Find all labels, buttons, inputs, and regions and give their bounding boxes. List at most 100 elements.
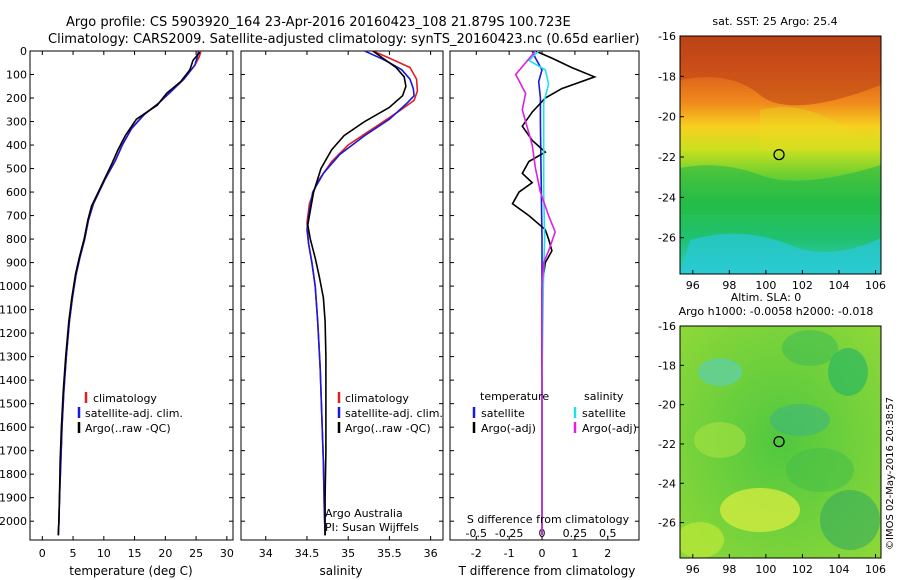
- temperature-series-argo-raw-qc-: [57, 51, 201, 536]
- depth-tick-label: 1300: [0, 351, 27, 364]
- depth-tick-label: 1700: [0, 445, 27, 458]
- salinity-panel-frame: [240, 50, 444, 541]
- sst-map-y-tick-label: -22: [658, 151, 676, 164]
- difference-panel-frame: [449, 50, 640, 541]
- depth-tick-label: 700: [6, 210, 27, 223]
- temperature-x-tick-label: 0: [39, 547, 46, 560]
- sla-map-argo-position-marker: [773, 435, 785, 448]
- footer-credit: ©IMOS 02-May-2016 20:38:57: [885, 397, 896, 550]
- salinity-x-tick-label: 35: [341, 547, 355, 560]
- sla-map-title-line1: Altim. SLA: 0: [731, 291, 802, 304]
- difference-salinity-tick-label: 0.5: [599, 527, 617, 540]
- temperature-x-tick-label: 5: [70, 547, 77, 560]
- diff-legend-t-argo: Argo(-adj): [481, 422, 536, 435]
- sst-map-x-tick-label: 96: [686, 279, 700, 292]
- annotation-pi-name: PI: Susan Wijffels: [325, 521, 419, 534]
- depth-tick-label: 100: [6, 69, 27, 82]
- difference-x-tick-label: -2: [471, 547, 482, 560]
- salinity-x-label: salinity: [319, 564, 362, 578]
- difference-x-label: T difference from climatology: [458, 564, 636, 578]
- depth-tick-label: 1500: [0, 398, 27, 411]
- sst-map-title: sat. SST: 25 Argo: 25.4: [712, 15, 837, 28]
- sst-map-y-tick-label: -20: [658, 111, 676, 124]
- depth-tick-label: 300: [6, 116, 27, 129]
- difference-series-salinity-satellite: [527, 51, 550, 536]
- sla-map-image: [680, 326, 881, 558]
- sla-map-frame: [679, 325, 882, 559]
- temperature-x-label: temperature (deg C): [69, 564, 192, 578]
- temp-legend-argo: Argo(..raw -QC): [85, 422, 171, 435]
- sst-map-y-tick-label: -26: [658, 232, 676, 245]
- sst-map-x-tick-label: 102: [792, 279, 813, 292]
- sla-map-x-tick-label: 104: [828, 563, 849, 576]
- depth-tick-label: 500: [6, 163, 27, 176]
- difference-salinity-tick-label: -0.25: [495, 527, 523, 540]
- header-title-line2: Climatology: CARS2009. Satellite-adjuste…: [48, 32, 640, 47]
- sst-map-x-tick-label: 106: [865, 279, 886, 292]
- diff-legend-s-satellite: satellite: [582, 407, 626, 420]
- sst-map-y-tick-label: -24: [658, 191, 676, 204]
- difference-salinity-tick-label: 0.25: [563, 527, 588, 540]
- temperature-x-tick-label: 10: [97, 547, 111, 560]
- sal-legend-satellite: satellite-adj. clim.: [345, 407, 443, 420]
- depth-tick-label: 600: [6, 186, 27, 199]
- depth-tick-label: 200: [6, 92, 27, 105]
- sst-map-x-tick-label: 98: [722, 279, 736, 292]
- difference-x-tick-label: 0: [539, 547, 546, 560]
- sla-map-x-tick-label: 100: [755, 563, 776, 576]
- difference-salinity-tick-label: -0.5: [466, 527, 487, 540]
- depth-tick-label: 1200: [0, 327, 27, 340]
- temperature-panel-frame: [29, 50, 234, 541]
- depth-tick-label: 1000: [0, 280, 27, 293]
- temperature-x-tick-label: 25: [189, 547, 203, 560]
- salinity-x-tick-label: 35.5: [377, 547, 402, 560]
- difference-series-temperature-argo-adj-: [511, 51, 597, 536]
- temp-legend-satellite: satellite-adj. clim.: [85, 407, 183, 420]
- depth-tick-label: 1800: [0, 468, 27, 481]
- sla-map-x-tick-label: 98: [722, 563, 736, 576]
- difference-x-tick-label: 2: [604, 547, 611, 560]
- temperature-x-tick-label: 30: [220, 547, 234, 560]
- sla-map-title-line2: Argo h1000: -0.0058 h2000: -0.018: [679, 305, 874, 318]
- header-title-line1: Argo profile: CS 5903920_164 23-Apr-2016…: [66, 15, 571, 30]
- diff-legend-s-argo: Argo(-adj): [582, 422, 637, 435]
- sla-map-y-tick-label: -20: [658, 399, 676, 412]
- depth-tick-label: 0: [20, 45, 27, 58]
- salinity-x-tick-label: 34.5: [295, 547, 320, 560]
- sla-map-y-tick-label: -26: [658, 517, 676, 530]
- sla-map-y-tick-label: -22: [658, 438, 676, 451]
- temperature-series-climatology: [57, 51, 202, 536]
- sst-map-frame: [679, 35, 882, 275]
- depth-tick-label: 800: [6, 233, 27, 246]
- salinity-x-tick-label: 36: [424, 547, 438, 560]
- sla-map-x-tick-label: 102: [792, 563, 813, 576]
- diff-legend-header-temperature: temperature: [480, 390, 549, 403]
- diff-legend-header-salinity: salinity: [584, 390, 624, 403]
- sla-map-x-tick-label: 96: [686, 563, 700, 576]
- sal-legend-climatology: climatology: [345, 392, 409, 405]
- difference-x-tick-label: 1: [571, 547, 578, 560]
- sst-map-y-tick-label: -16: [658, 30, 676, 43]
- difference-x-tick-label: -1: [504, 547, 515, 560]
- temperature-x-tick-label: 15: [128, 547, 142, 560]
- sst-map-x-tick-label: 104: [828, 279, 849, 292]
- sst-map-y-tick-label: -18: [658, 70, 676, 83]
- depth-tick-label: 1600: [0, 421, 27, 434]
- sla-map-y-tick-label: -18: [658, 359, 676, 372]
- temperature-x-tick-label: 20: [158, 547, 172, 560]
- depth-tick-label: 900: [6, 257, 27, 270]
- diff-legend-t-satellite: satellite: [481, 407, 525, 420]
- depth-tick-label: 1400: [0, 374, 27, 387]
- depth-tick-label: 2000: [0, 515, 27, 528]
- sst-map-argo-position-marker: [773, 148, 785, 161]
- temperature-series-satellite-adj-clim-: [57, 51, 200, 536]
- sst-map-image: [680, 36, 881, 274]
- depth-tick-label: 1900: [0, 492, 27, 505]
- difference-top-label: S difference from climatology: [467, 513, 630, 526]
- sla-map-y-tick-label: -24: [658, 477, 676, 490]
- temp-legend-climatology: climatology: [93, 392, 157, 405]
- sla-map-x-tick-label: 106: [865, 563, 886, 576]
- sal-legend-argo: Argo(..raw -QC): [345, 422, 431, 435]
- difference-series-temperature-satellite: [531, 51, 543, 536]
- depth-tick-label: 1100: [0, 304, 27, 317]
